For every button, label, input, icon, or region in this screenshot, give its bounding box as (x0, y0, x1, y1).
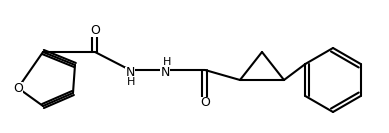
Text: O: O (90, 24, 100, 36)
Text: O: O (13, 82, 23, 95)
Text: N: N (125, 66, 135, 80)
Text: O: O (200, 97, 210, 109)
Text: H: H (127, 77, 135, 87)
Text: N: N (160, 66, 170, 80)
Text: H: H (163, 57, 171, 67)
